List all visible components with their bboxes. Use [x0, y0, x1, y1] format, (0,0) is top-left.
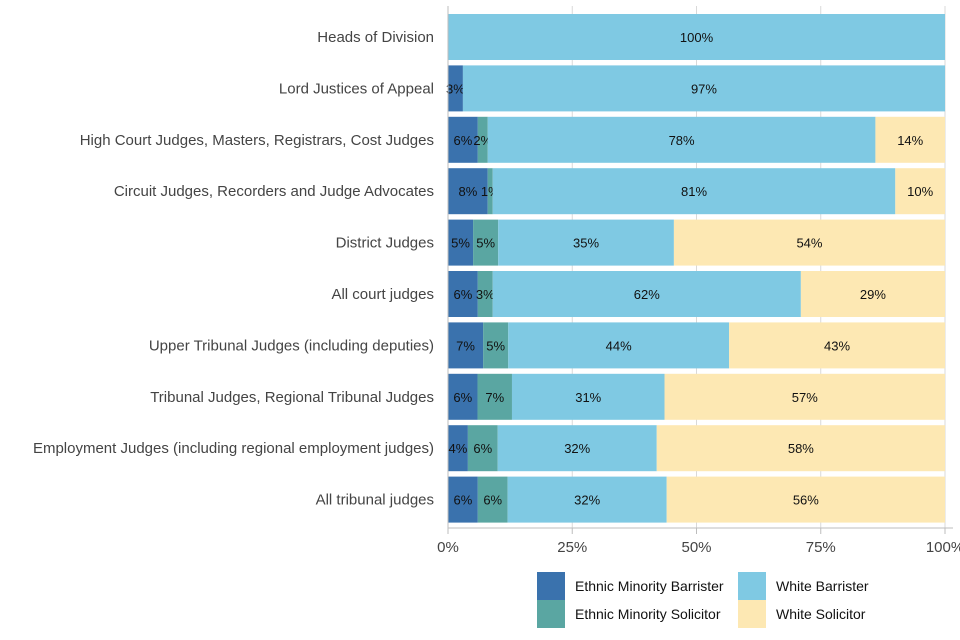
- bar-segment-white-barrister: [511, 373, 665, 420]
- x-tick-label: 0%: [437, 539, 459, 556]
- data-label: 57%: [792, 390, 818, 405]
- data-label: 3%: [446, 81, 465, 96]
- data-label: 10%: [907, 184, 933, 199]
- legend-label: Ethnic Minority Solicitor: [575, 606, 721, 622]
- bar-segment-ethnic-minority-barrister: [448, 116, 478, 163]
- bar-segment-white-solicitor: [656, 425, 945, 472]
- data-label: 44%: [606, 338, 632, 353]
- category-label: All court judges: [331, 286, 434, 303]
- category-label: Lord Justices of Appeal: [279, 80, 434, 97]
- data-label: 81%: [681, 184, 707, 199]
- category-label: District Judges: [336, 235, 434, 252]
- data-label: 6%: [454, 287, 473, 302]
- data-label: 29%: [860, 287, 886, 302]
- data-label: 58%: [788, 441, 814, 456]
- data-label: 32%: [574, 493, 600, 508]
- data-label: 43%: [824, 338, 850, 353]
- bar-segment-ethnic-minority-barrister: [448, 65, 463, 112]
- bar-segment-white-barrister: [487, 116, 876, 163]
- data-label: 7%: [456, 338, 475, 353]
- x-tick-label: 75%: [806, 539, 836, 556]
- data-label: 8%: [458, 184, 477, 199]
- x-tick-label: 100%: [926, 539, 960, 556]
- bar-segment-white-barrister: [497, 425, 657, 472]
- data-label: 5%: [486, 338, 505, 353]
- bar-segment-ethnic-minority-solicitor: [477, 373, 512, 420]
- bar-segment-white-solicitor: [664, 373, 945, 420]
- legend-label: White Solicitor: [776, 606, 866, 622]
- data-label: 35%: [573, 236, 599, 251]
- bar-segment-white-barrister: [498, 219, 674, 266]
- data-label: 6%: [453, 390, 472, 405]
- bar-segment-ethnic-minority-solicitor: [477, 271, 493, 317]
- data-label: 100%: [680, 30, 714, 45]
- bars: 100%3% 97%6% 2% 78% 14%8% 1% 81% 10%5% 5% 35% 54%6…: [446, 14, 945, 523]
- bar-segment-ethnic-minority-solicitor: [473, 219, 499, 266]
- bar-segment-ethnic-minority-solicitor: [487, 168, 493, 215]
- x-axis: 0% 25% 50% 75% 100%: [437, 6, 960, 556]
- legend-swatch-ethnic-minority-barrister: [537, 572, 565, 600]
- data-label: 3%: [476, 287, 495, 302]
- bar-segment-ethnic-minority-barrister: [448, 168, 488, 215]
- bar-segment-white-barrister: [507, 476, 667, 523]
- x-tick-label: 25%: [557, 539, 587, 556]
- legend: Ethnic Minority Barrister Ethnic Minority…: [537, 572, 869, 628]
- bar-segment-ethnic-minority-barrister: [448, 476, 478, 523]
- data-label: 32%: [564, 441, 590, 456]
- data-label: 4%: [449, 441, 468, 456]
- category-label: Upper Tribunal Judges (including deputie…: [149, 337, 434, 354]
- data-label: 56%: [793, 493, 819, 508]
- data-label: 14%: [897, 133, 923, 148]
- bar-segment-white-barrister: [462, 65, 945, 112]
- bar-segment-ethnic-minority-barrister: [448, 373, 478, 420]
- data-label: 54%: [796, 236, 822, 251]
- bar-segment-white-barrister: [508, 322, 730, 369]
- data-label: 6%: [454, 133, 473, 148]
- bar-segment-ethnic-minority-solicitor: [467, 425, 498, 472]
- bar-segment-white-barrister: [492, 271, 801, 317]
- bar-segment-white-barrister: [448, 14, 945, 60]
- bar-segment-white-solicitor: [875, 116, 945, 163]
- category-label: All tribunal judges: [316, 492, 434, 509]
- data-label: 6%: [454, 493, 473, 508]
- data-label: 31%: [575, 390, 601, 405]
- legend-swatch-white-solicitor: [738, 600, 766, 628]
- bar-segment-ethnic-minority-barrister: [448, 271, 478, 317]
- legend-swatch-white-barrister: [738, 572, 766, 600]
- bar-segment-white-barrister: [492, 168, 896, 215]
- data-label: 62%: [634, 287, 660, 302]
- category-label: Tribunal Judges, Regional Tribunal Judge…: [150, 389, 434, 406]
- legend-label: Ethnic Minority Barrister: [575, 578, 724, 594]
- data-label: 5%: [476, 236, 495, 251]
- x-tick-label: 50%: [681, 539, 711, 556]
- bar-segment-ethnic-minority-barrister: [448, 425, 468, 472]
- bar-segment-white-solicitor: [800, 271, 945, 317]
- bar-segment-ethnic-minority-solicitor: [477, 476, 508, 523]
- legend-swatch-ethnic-minority-solicitor: [537, 600, 565, 628]
- bar-segment-white-solicitor: [729, 322, 945, 369]
- legend-label: White Barrister: [776, 578, 869, 594]
- bar-segment-white-solicitor: [895, 168, 945, 215]
- bar-segment-ethnic-minority-barrister: [448, 219, 474, 266]
- data-label: 5%: [451, 236, 470, 251]
- category-label: High Court Judges, Masters, Registrars, …: [80, 132, 434, 149]
- data-label: 97%: [691, 81, 717, 96]
- bar-segment-white-solicitor: [666, 476, 945, 523]
- bar-segment-ethnic-minority-solicitor: [483, 322, 509, 369]
- category-label: Employment Judges (including regional em…: [33, 440, 434, 457]
- category-labels: Heads of Division Lord Justices of Appeal…: [33, 29, 434, 509]
- data-label: 6%: [483, 493, 502, 508]
- data-label: 7%: [485, 390, 504, 405]
- bar-segment-white-solicitor: [673, 219, 945, 266]
- category-label: Heads of Division: [317, 29, 434, 46]
- data-label: 78%: [669, 133, 695, 148]
- category-label: Circuit Judges, Recorders and Judge Advo…: [114, 183, 434, 200]
- bar-segment-ethnic-minority-barrister: [448, 322, 484, 369]
- bar-segment-ethnic-minority-solicitor: [477, 116, 488, 163]
- data-label: 6%: [473, 441, 492, 456]
